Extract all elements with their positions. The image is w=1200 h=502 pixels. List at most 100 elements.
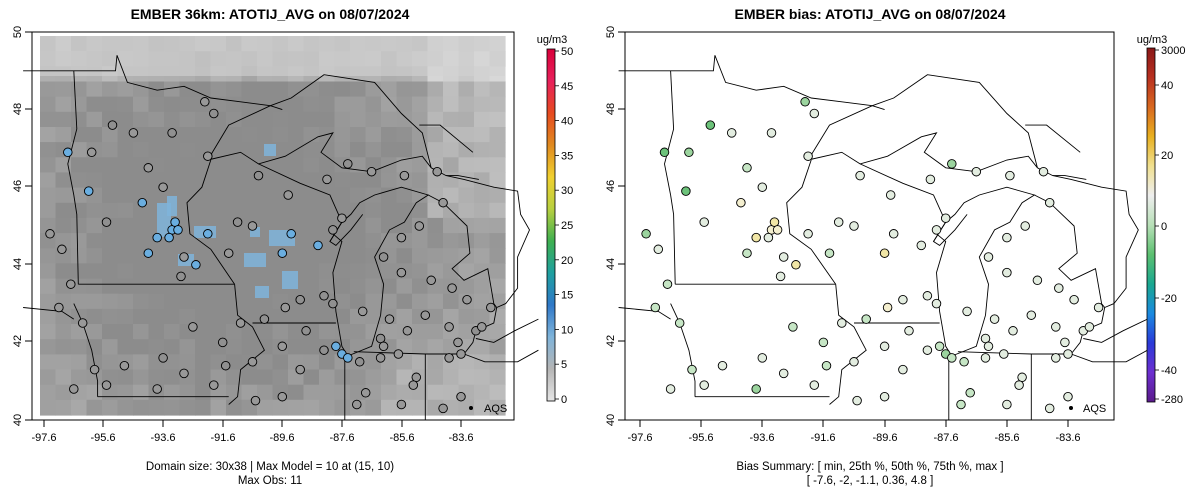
grid-cell — [319, 81, 336, 98]
grid-cell — [164, 324, 181, 340]
grid-cell — [210, 202, 227, 219]
grid-cell — [474, 384, 491, 401]
grid-cell — [334, 96, 351, 113]
site-marker — [352, 399, 362, 410]
grid-cell — [148, 293, 165, 310]
site-marker — [1008, 326, 1018, 336]
grid-cell — [319, 202, 336, 219]
grid-cell — [489, 172, 506, 189]
grid-cell — [365, 233, 382, 249]
grid-cell — [40, 202, 57, 219]
grid-cell — [319, 111, 336, 128]
grid-cell — [288, 187, 305, 204]
colorbar-tick-label: 15 — [561, 290, 573, 302]
site-marker — [888, 229, 899, 239]
site-marker — [898, 364, 908, 375]
grid-cell — [489, 324, 506, 340]
bias-map-panel: EMBER bias: ATOTIJ_AVG on 08/07/2024 -97… — [605, 6, 1185, 487]
left-y-axis: 40 42 44 46 48 50 — [12, 26, 32, 426]
y-tick-label: 50 — [605, 26, 617, 38]
grid-cell — [164, 96, 181, 113]
right-site-label: AQS — [1083, 403, 1106, 415]
grid-cell — [489, 354, 506, 371]
site-marker — [393, 349, 404, 359]
grid-cell — [71, 142, 88, 158]
grid-cell — [334, 172, 351, 189]
site-marker — [164, 232, 174, 243]
boundary-line — [618, 55, 885, 111]
boundary-line — [186, 159, 235, 285]
grid-cell — [148, 111, 165, 128]
grid-cell — [257, 339, 274, 355]
grid-cell — [427, 187, 444, 204]
x-tick-label: -89.6 — [269, 432, 294, 444]
grid-cell — [117, 339, 134, 355]
grid-cell — [133, 369, 150, 386]
site-marker — [176, 271, 186, 282]
grid-cell — [102, 324, 119, 340]
site-marker — [1020, 221, 1030, 231]
grid-cell — [458, 157, 475, 174]
grid-cell — [381, 187, 398, 204]
site-marker — [705, 120, 716, 130]
grid-cell-high — [244, 253, 266, 267]
site-marker — [962, 306, 972, 317]
grid-cell — [303, 217, 320, 234]
grid-cell — [288, 81, 305, 98]
boundary-line — [73, 303, 99, 397]
grid-cell — [133, 278, 150, 295]
grid-cell — [179, 111, 196, 128]
grid-cell — [164, 142, 181, 158]
grid-cell — [40, 81, 57, 98]
grid-cell — [396, 384, 413, 401]
x-tick-label: -97.6 — [31, 432, 56, 444]
site-marker — [357, 306, 368, 317]
left-plot-frame — [31, 31, 515, 421]
grid-cell — [71, 369, 88, 386]
site-marker — [158, 182, 168, 192]
site-marker — [803, 229, 813, 239]
site-marker — [235, 318, 246, 328]
grid-cell — [133, 111, 150, 128]
grid-cell — [303, 81, 320, 98]
site-marker — [922, 345, 933, 355]
right-colorbar-unit: ug/m3 — [1137, 34, 1168, 46]
boundary-line — [957, 351, 1073, 355]
grid-cell — [102, 308, 119, 325]
grid-cell — [396, 354, 413, 371]
grid-cell — [148, 127, 165, 143]
site-marker — [947, 159, 957, 169]
grid-cell — [334, 308, 351, 325]
y-tick-label: 46 — [12, 180, 24, 192]
grid-cell — [350, 293, 367, 310]
grid-cell — [396, 202, 413, 219]
grid-cell — [55, 339, 72, 355]
site-marker — [143, 163, 154, 173]
grid-cell — [86, 157, 103, 174]
site-marker — [778, 252, 789, 262]
grid-cell — [350, 172, 367, 189]
site-marker — [956, 399, 966, 410]
grid-cell — [427, 202, 444, 219]
site-marker — [277, 341, 288, 352]
grid-cell — [396, 81, 413, 98]
site-marker — [432, 166, 442, 177]
site-marker — [662, 279, 673, 289]
grid-cell — [334, 369, 351, 386]
grid-cell — [458, 263, 475, 280]
grid-cell — [350, 324, 367, 340]
site-marker — [971, 166, 982, 177]
grid-cell — [474, 233, 491, 249]
site-marker — [191, 260, 201, 270]
site-marker — [775, 271, 786, 282]
site-marker — [220, 360, 231, 371]
y-tick-label: 46 — [605, 180, 617, 192]
grid-cell — [226, 187, 243, 204]
grid-cell — [272, 369, 289, 386]
site-marker — [821, 360, 832, 371]
grid-cell — [102, 127, 119, 143]
grid-cell — [427, 142, 444, 158]
right-colorbar: 3000 40 20 0 -20 -40 -280 — [1146, 45, 1185, 406]
aqs-marker — [469, 406, 473, 410]
grid-cell — [55, 187, 72, 204]
